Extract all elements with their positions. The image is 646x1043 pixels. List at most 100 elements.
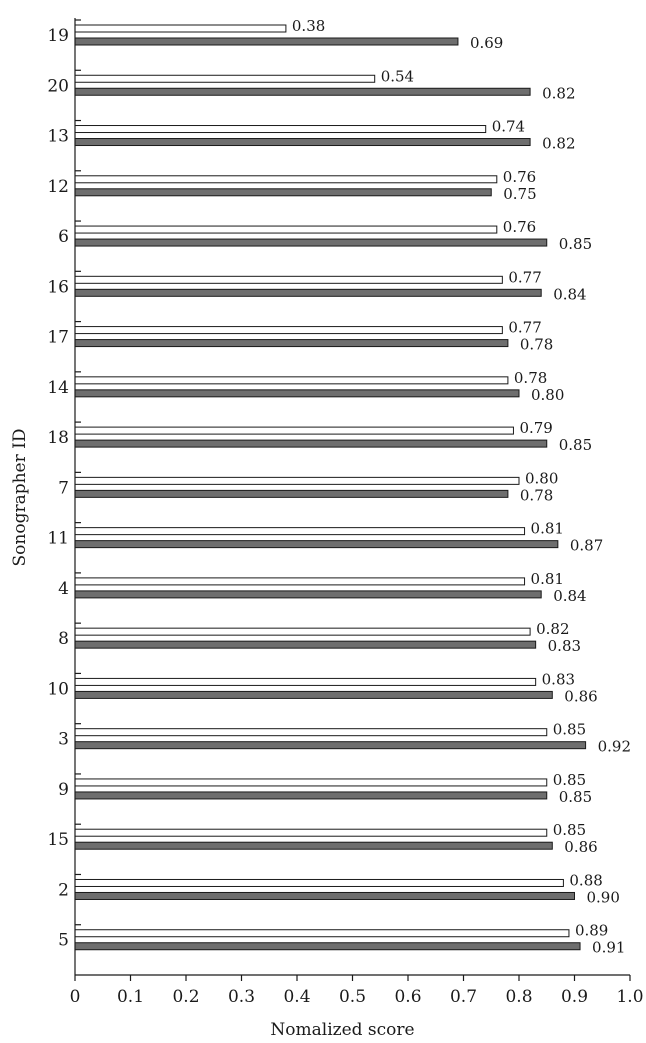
- y-tick-label: 15: [47, 830, 69, 850]
- value-labels-group: 0.380.690.540.820.740.820.760.750.760.85…: [292, 17, 631, 957]
- bar-gray: [74, 690, 553, 699]
- bar-value-label: 0.80: [525, 469, 558, 487]
- y-tick-label: 12: [47, 177, 69, 197]
- bar-value-label: 0.78: [520, 336, 553, 354]
- bar-white: [74, 778, 548, 787]
- bar-value-label: 0.75: [503, 185, 536, 203]
- bar-white: [74, 74, 376, 83]
- y-tick-label: 5: [58, 931, 69, 951]
- bar-value-label: 0.82: [542, 135, 575, 153]
- bar-white: [74, 476, 520, 485]
- y-tick-label: 8: [58, 629, 69, 649]
- bar-value-label: 0.77: [508, 268, 541, 286]
- bar-value-label: 0.85: [553, 821, 586, 839]
- bar-white: [74, 929, 570, 938]
- bar-white: [74, 878, 564, 887]
- bars-group: [74, 24, 587, 951]
- bar-white: [74, 175, 498, 184]
- x-tick-label: 0.7: [450, 987, 477, 1007]
- bar-value-label: 0.83: [548, 637, 581, 655]
- bar-value-label: 0.76: [503, 168, 536, 186]
- x-tick-label: 0.4: [283, 987, 310, 1007]
- bar-white: [74, 728, 548, 737]
- bar-gray: [74, 891, 575, 900]
- y-tick-label: 10: [47, 679, 69, 699]
- x-tick-label: 0.6: [394, 987, 421, 1007]
- bar-white: [74, 426, 514, 435]
- y-tick-label: 17: [47, 328, 69, 348]
- bar-value-label: 0.77: [508, 319, 541, 337]
- bar-value-label: 0.86: [564, 687, 597, 705]
- bar-value-label: 0.82: [542, 84, 575, 102]
- y-tick-label: 7: [58, 478, 69, 498]
- bar-value-label: 0.81: [531, 570, 564, 588]
- bar-gray: [74, 288, 542, 297]
- y-ticks-group: 19 20 13 12 6 16 17 14 18 7 11 4 8 10 3 9 15 2 5: [47, 19, 81, 951]
- y-tick-label: 6: [58, 227, 69, 247]
- bar-gray: [74, 489, 509, 498]
- bar-value-label: 0.85: [553, 771, 586, 789]
- bar-value-label: 0.84: [553, 587, 586, 605]
- y-tick-label: 11: [47, 529, 69, 549]
- bar-white: [74, 225, 498, 234]
- bar-value-label: 0.88: [569, 871, 602, 889]
- bar-gray: [74, 389, 520, 398]
- y-tick-label: 9: [58, 780, 69, 800]
- bar-value-label: 0.85: [559, 788, 592, 806]
- bar-white: [74, 527, 526, 536]
- x-tick-label: 0.9: [561, 987, 588, 1007]
- bar-value-label: 0.82: [536, 620, 569, 638]
- bar-value-label: 0.85: [553, 721, 586, 739]
- bar-value-label: 0.79: [519, 419, 552, 437]
- y-tick-label: 16: [47, 277, 69, 297]
- y-tick-label: 4: [58, 579, 69, 599]
- bar-value-label: 0.78: [514, 369, 547, 387]
- bar-white: [74, 677, 537, 686]
- bar-gray: [74, 590, 542, 599]
- bar-gray: [74, 37, 459, 46]
- bar-white: [74, 275, 503, 284]
- y-axis-title: Sonographer ID: [10, 429, 30, 567]
- bar-value-label: 0.74: [492, 118, 525, 136]
- bar-gray: [74, 791, 548, 800]
- bar-white: [74, 125, 487, 134]
- x-tick-label: 1.0: [616, 987, 643, 1007]
- bar-value-label: 0.92: [598, 738, 631, 756]
- bar-gray: [74, 238, 548, 247]
- x-tick-label: 0.3: [228, 987, 255, 1007]
- x-tick-label: 0.2: [172, 987, 199, 1007]
- bar-value-label: 0.84: [553, 285, 586, 303]
- bar-white: [74, 828, 548, 837]
- y-tick-label: 19: [47, 26, 69, 46]
- bar-value-label: 0.81: [531, 520, 564, 538]
- x-tick-label: 0.5: [339, 987, 366, 1007]
- bar-gray: [74, 339, 509, 348]
- bar-gray: [74, 138, 531, 147]
- x-tick-label: 0.1: [117, 987, 144, 1007]
- bar-white: [74, 326, 503, 335]
- bar-gray: [74, 741, 587, 750]
- bar-value-label: 0.87: [570, 537, 603, 555]
- bar-value-label: 0.85: [559, 235, 592, 253]
- x-tick-label: 0: [70, 987, 81, 1007]
- bar-gray: [74, 640, 537, 649]
- y-tick-label: 2: [58, 880, 69, 900]
- bar-gray: [74, 841, 553, 850]
- bar-value-label: 0.69: [470, 34, 503, 52]
- x-axis-title: Nomalized score: [270, 1020, 414, 1040]
- y-tick-label: 18: [47, 428, 69, 448]
- bar-white: [74, 577, 526, 586]
- bar-white: [74, 24, 287, 33]
- bar-value-label: 0.91: [592, 939, 625, 957]
- x-ticks-group: 0 0.1 0.2 0.3 0.4 0.5 0.6 0.7 0.8 0.9 1.0: [70, 975, 644, 1007]
- bar-white: [74, 627, 531, 636]
- bar-value-label: 0.78: [520, 486, 553, 504]
- bar-gray: [74, 439, 548, 448]
- bar-value-label: 0.76: [503, 218, 536, 236]
- bar-gray: [74, 540, 559, 549]
- bar-gray: [74, 188, 492, 197]
- bar-value-label: 0.80: [531, 386, 564, 404]
- y-tick-label: 20: [47, 76, 69, 96]
- bar-gray: [74, 87, 531, 96]
